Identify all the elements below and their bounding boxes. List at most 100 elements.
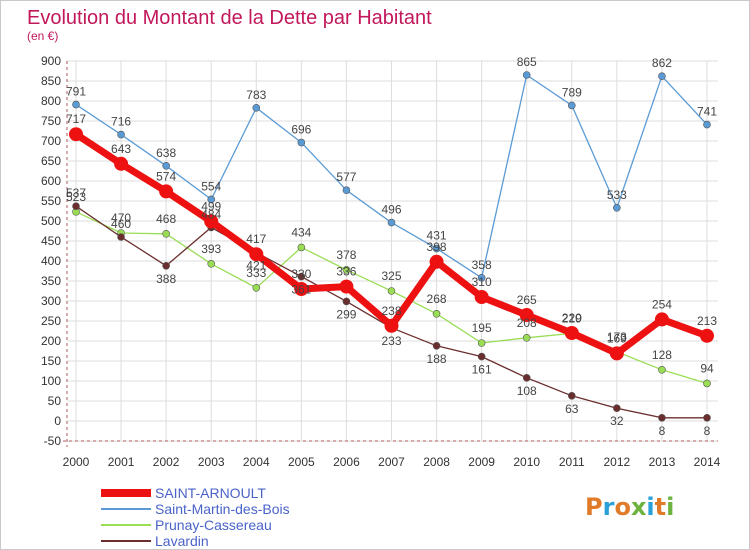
legend-label: Saint-Martin-des-Bois [155, 501, 290, 517]
data-label: 325 [381, 269, 401, 283]
data-label: 577 [336, 170, 356, 184]
x-tick-label: 2004 [243, 455, 270, 469]
data-point [567, 391, 576, 400]
data-point [294, 282, 309, 296]
data-label: 254 [652, 297, 672, 311]
brand-letter: i [666, 493, 674, 521]
x-tick-label: 2000 [63, 455, 90, 469]
data-point [207, 259, 216, 268]
legend-label: SAINT-ARNOULT [155, 485, 266, 501]
data-point [703, 379, 711, 388]
x-tick-label: 2008 [423, 455, 450, 469]
data-label: 94 [700, 361, 714, 375]
data-point [297, 243, 306, 252]
data-label: 169 [607, 331, 627, 345]
series-lines [69, 71, 714, 422]
data-label: 358 [472, 258, 492, 272]
data-point [342, 186, 351, 194]
data-point [519, 308, 534, 322]
y-tick-label: 750 [41, 114, 61, 128]
data-label: 554 [201, 179, 221, 193]
data-point [564, 326, 579, 340]
y-tick-label: 450 [41, 234, 61, 248]
data-label: 220 [562, 311, 582, 325]
data-label: 696 [291, 123, 311, 137]
data-point [342, 265, 351, 274]
y-tick-label: 400 [41, 254, 61, 268]
data-point [252, 283, 261, 292]
legend-label: Lavardin [155, 533, 209, 549]
legend: SAINT-ARNOULTSaint-Martin-des-BoisPrunay… [101, 485, 290, 549]
axes: -50 0 50 100 150 200 250 300 350 400 450 500 550 600 6… [41, 54, 721, 469]
data-point [613, 204, 621, 212]
data-label: 268 [427, 292, 447, 306]
data-label: 336 [336, 265, 356, 279]
data-point [207, 195, 216, 204]
data-label: 638 [156, 146, 176, 160]
data-label: 378 [336, 248, 356, 262]
grid-lines [67, 60, 718, 442]
data-label: 398 [427, 240, 447, 254]
data-point [432, 309, 441, 318]
y-tick-label: 850 [41, 74, 61, 88]
data-label: 330 [291, 267, 311, 281]
data-point [658, 413, 666, 422]
data-label: 361 [291, 283, 311, 297]
y-tick-label: 100 [41, 374, 61, 388]
data-label: 468 [156, 212, 176, 226]
x-tick-label: 2013 [649, 455, 676, 469]
data-label: 208 [517, 316, 537, 330]
data-label: 238 [381, 304, 401, 318]
data-point [162, 230, 170, 238]
y-tick-label: -50 [44, 434, 62, 448]
y-tick-label: 150 [41, 354, 61, 368]
y-tick-label: 800 [41, 94, 61, 108]
data-point [204, 214, 219, 229]
data-label: 470 [111, 211, 131, 225]
x-tick-label: 2005 [288, 455, 315, 469]
x-tick-label: 2001 [108, 455, 135, 469]
data-point [384, 318, 399, 333]
data-labels: 717 643 574 499 417 330 336 238 398 310 265 220 169 2… [66, 55, 717, 438]
data-label: 862 [652, 56, 672, 70]
data-label: 741 [697, 105, 717, 119]
data-label: 188 [427, 352, 447, 366]
data-point [69, 127, 83, 142]
data-label: 865 [517, 55, 537, 69]
data-point [654, 312, 669, 327]
data-label: 421 [246, 259, 266, 273]
y-tick-label: 500 [41, 214, 61, 228]
data-label: 32 [610, 414, 624, 428]
brand-text: Proxiti [585, 493, 674, 521]
data-label: 233 [381, 334, 401, 348]
y-tick-label: 700 [41, 134, 61, 148]
data-label: 8 [659, 424, 666, 438]
data-point [658, 72, 666, 80]
data-label: 496 [381, 203, 401, 217]
brand-letter: r [603, 493, 615, 521]
data-label: 499 [201, 199, 221, 213]
data-label: 161 [472, 363, 492, 377]
data-label: 533 [607, 188, 627, 202]
data-point [162, 261, 170, 270]
data-point [609, 346, 624, 361]
data-point [429, 254, 444, 269]
data-point [613, 404, 621, 413]
y-tick-label: 600 [41, 174, 61, 188]
chart-subtitle: (en €) [27, 29, 58, 43]
data-label: 431 [427, 229, 447, 243]
y-tick-label: 300 [41, 294, 61, 308]
data-label: 195 [472, 321, 492, 335]
data-label: 128 [652, 348, 672, 362]
data-label: 299 [336, 307, 356, 321]
y-tick-label: 50 [48, 394, 62, 408]
data-point [342, 297, 351, 306]
y-tick-label: 250 [41, 314, 61, 328]
data-point [477, 352, 486, 361]
x-tick-label: 2009 [468, 455, 495, 469]
y-tick-label: 550 [41, 194, 61, 208]
data-point [477, 273, 486, 282]
data-point [567, 101, 576, 110]
legend-label: Prunay-Cassereau [155, 517, 272, 533]
data-point [703, 413, 711, 422]
